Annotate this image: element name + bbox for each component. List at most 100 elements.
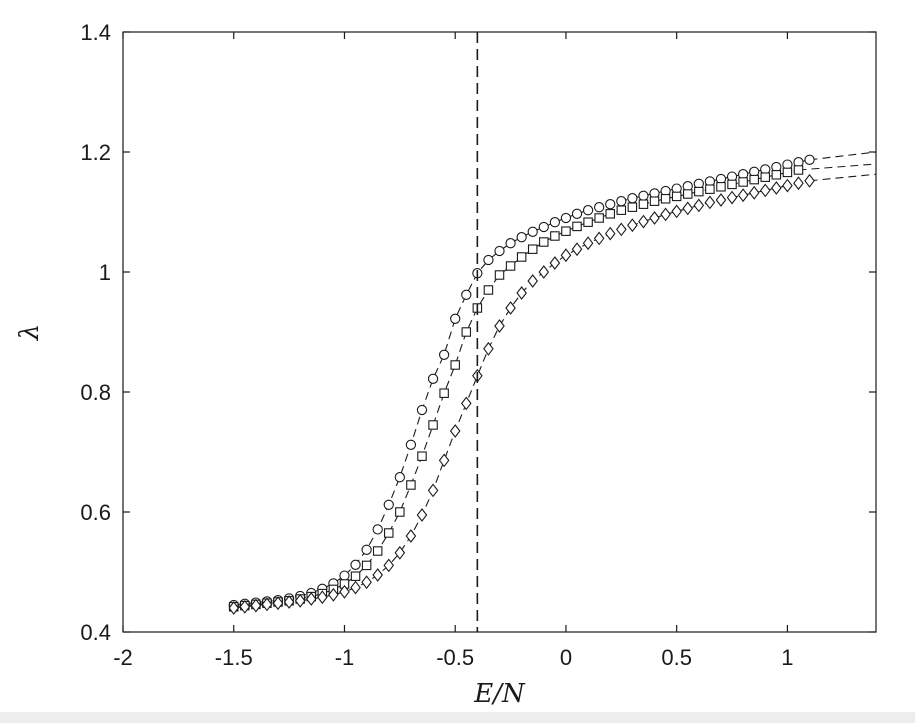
data-point-diamond xyxy=(394,545,406,560)
bottom-strip xyxy=(0,712,915,723)
data-point-diamond xyxy=(793,176,804,191)
data-point-diamond xyxy=(239,599,251,614)
data-point-square xyxy=(572,221,582,232)
x-tick-label: -1.5 xyxy=(215,645,253,670)
data-point-diamond xyxy=(505,301,516,315)
data-point-diamond xyxy=(328,587,339,602)
data-point-diamond xyxy=(427,483,439,498)
data-point-diamond xyxy=(494,319,505,333)
data-point-square xyxy=(738,177,748,187)
data-point-circle xyxy=(427,373,439,384)
data-point-circle xyxy=(594,202,605,213)
data-point-diamond xyxy=(704,195,716,210)
data-point-diamond xyxy=(693,198,705,213)
data-point-circle xyxy=(560,212,572,224)
x-tick-label: -1 xyxy=(335,645,355,670)
series-circle xyxy=(228,151,876,611)
data-point-square xyxy=(527,244,538,254)
y-tick-label: 0.8 xyxy=(80,380,111,405)
data-point-square xyxy=(627,202,638,212)
data-point-square xyxy=(483,285,494,295)
x-axis-label: E/N xyxy=(473,679,526,709)
data-point-diamond xyxy=(649,211,660,225)
data-point-square xyxy=(760,172,771,182)
data-point-diamond xyxy=(294,593,306,608)
data-point-square xyxy=(638,199,649,209)
data-point-square xyxy=(793,165,804,175)
data-point-diamond xyxy=(759,183,771,198)
data-point-diamond xyxy=(416,508,428,522)
data-point-diamond xyxy=(272,596,284,611)
data-point-square xyxy=(406,480,416,490)
data-point-circle xyxy=(549,217,561,228)
data-point-diamond xyxy=(538,265,550,279)
data-point-circle xyxy=(483,254,494,266)
data-point-square xyxy=(505,261,516,271)
data-point-square xyxy=(605,209,615,219)
data-point-diamond xyxy=(250,598,262,613)
tick-layer: -2 -1.5 -1 -0.5 0 0.5 1 0.4 0.6 0.8 1 1.2 1.4 xyxy=(80,20,876,670)
data-point-circle xyxy=(516,232,527,243)
data-point-diamond xyxy=(372,568,383,582)
data-point-diamond xyxy=(460,396,472,411)
data-point-circle xyxy=(394,472,405,483)
y-tick-label: 1.2 xyxy=(80,140,111,165)
series-square xyxy=(228,163,876,612)
data-point-diamond xyxy=(449,424,461,438)
data-point-square xyxy=(395,507,405,517)
data-point-circle xyxy=(627,193,638,204)
data-point-square xyxy=(384,528,394,538)
series-layer xyxy=(228,151,876,615)
data-point-diamond xyxy=(671,204,682,219)
data-point-circle xyxy=(538,221,549,233)
data-point-circle xyxy=(616,196,627,207)
data-point-square xyxy=(727,179,737,190)
x-tick-label: -2 xyxy=(113,645,133,670)
data-point-circle xyxy=(804,154,815,165)
plot-frame xyxy=(122,31,877,633)
y-tick-label: 1.4 xyxy=(80,20,111,45)
data-point-circle xyxy=(494,245,505,257)
data-point-square xyxy=(450,360,460,370)
data-point-circle xyxy=(461,289,472,300)
data-point-circle xyxy=(582,205,594,216)
data-point-diamond xyxy=(682,201,694,216)
data-point-circle xyxy=(372,524,383,535)
data-point-circle xyxy=(438,349,450,360)
y-tick-label: 1 xyxy=(99,260,111,285)
data-point-diamond xyxy=(339,584,350,599)
data-point-square xyxy=(660,194,671,204)
data-point-square xyxy=(716,182,726,192)
data-point-circle xyxy=(361,544,372,555)
data-point-diamond xyxy=(305,592,317,606)
data-point-diamond xyxy=(726,190,738,205)
data-point-square xyxy=(516,252,527,262)
y-tick-label: 0.6 xyxy=(80,500,111,525)
data-point-diamond xyxy=(483,341,494,356)
series-extension-circle xyxy=(809,151,876,161)
data-point-diamond xyxy=(582,236,594,251)
x-tick-label: 0.5 xyxy=(661,645,692,670)
data-point-circle xyxy=(505,238,516,249)
x-tick-label: 1 xyxy=(781,645,793,670)
data-point-square xyxy=(671,191,682,202)
data-point-diamond xyxy=(616,222,627,237)
series-line-diamond xyxy=(233,180,810,609)
data-point-square xyxy=(561,226,571,236)
data-point-square xyxy=(649,196,660,206)
data-point-diamond xyxy=(549,256,561,270)
series-diamond xyxy=(228,173,876,615)
data-point-square xyxy=(583,217,593,227)
data-point-circle xyxy=(450,313,461,324)
data-point-diamond xyxy=(516,286,527,300)
data-point-diamond xyxy=(771,181,782,195)
data-point-square xyxy=(782,167,793,178)
data-point-diamond xyxy=(604,226,616,241)
data-point-diamond xyxy=(593,231,605,246)
data-point-square xyxy=(749,174,759,185)
data-point-diamond xyxy=(405,529,417,543)
data-point-square xyxy=(461,327,472,337)
data-point-square xyxy=(361,560,372,571)
series-line-circle xyxy=(233,159,810,606)
